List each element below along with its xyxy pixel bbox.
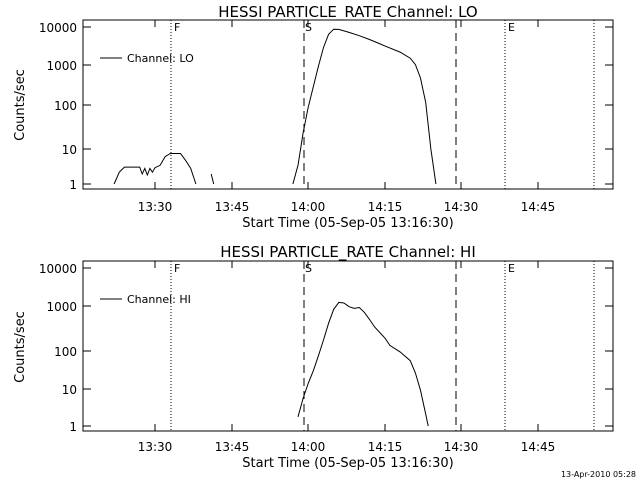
- x-tick-hi-1: 13:45: [215, 261, 250, 454]
- x-tick-label-hi-5: 14:45: [521, 440, 556, 454]
- y-tick-lo-3: 1000: [46, 59, 613, 73]
- marker-label-lo-0: F: [174, 21, 180, 34]
- marker-label-hi-0: F: [174, 262, 180, 275]
- y-tick-lo-2: 100: [54, 99, 613, 113]
- x-tick-hi-5: 14:45: [521, 261, 556, 454]
- y-tick-label-lo-1: 10: [62, 143, 77, 157]
- plot-frame-hi: [82, 260, 614, 432]
- x-tick-label-hi-1: 13:45: [215, 440, 250, 454]
- x-tick-label-lo-3: 14:15: [368, 200, 403, 214]
- series-line-lo-0-segment-0: [113, 153, 197, 185]
- y-tick-label-hi-2: 100: [54, 345, 77, 359]
- y-tick-label-lo-0: 1: [69, 178, 77, 192]
- x-tick-label-hi-4: 14:30: [444, 440, 479, 454]
- x-tick-hi-3: 14:15: [368, 261, 403, 454]
- y-ticks-hi: 1 10 100 1000 10000: [39, 262, 613, 434]
- y-tick-label-hi-3: 1000: [46, 300, 77, 314]
- chart-panel-hi: HESSI PARTICLE_RATE Channel: HI Counts/s…: [13, 243, 614, 471]
- x-axis-label-lo: Start Time (05-Sep-05 13:16:30): [242, 216, 453, 231]
- time-markers-lo: F S E: [170, 20, 595, 189]
- x-tick-lo-4: 14:30: [444, 20, 479, 214]
- marker-e-hi: E: [504, 261, 515, 431]
- y-tick-label-lo-3: 1000: [46, 59, 77, 73]
- marker-label-lo-1: S: [305, 21, 312, 34]
- y-tick-label-lo-4: 10000: [39, 21, 77, 35]
- y-tick-hi-0: 1: [69, 420, 613, 434]
- y-tick-label-hi-0: 1: [69, 420, 77, 434]
- y-tick-lo-4: 10000: [39, 21, 613, 35]
- x-tick-label-lo-0: 13:30: [138, 200, 173, 214]
- x-tick-lo-2: 14:00: [291, 20, 326, 214]
- x-tick-label-lo-2: 14:00: [291, 200, 326, 214]
- x-tick-hi-4: 14:30: [444, 261, 479, 454]
- marker-label-lo-3: E: [508, 21, 515, 34]
- x-ticks-lo: 13:30 13:45 14:00 14:15 14:30: [138, 20, 556, 214]
- marker-s-hi: S: [303, 261, 312, 431]
- x-tick-label-hi-0: 13:30: [138, 440, 173, 454]
- y-tick-lo-0: 1: [69, 178, 613, 192]
- marker-f-lo: F: [170, 20, 180, 189]
- marker-label-hi-3: E: [508, 262, 515, 275]
- y-tick-hi-3: 1000: [46, 300, 613, 314]
- x-tick-lo-5: 14:45: [521, 20, 556, 214]
- series-line-hi-0-segment-0: [297, 301, 429, 427]
- y-tick-hi-4: 10000: [39, 262, 613, 276]
- chart-title-hi: HESSI PARTICLE_RATE Channel: HI: [220, 243, 476, 262]
- plot-frame-lo: [82, 19, 614, 190]
- y-tick-label-hi-4: 10000: [39, 262, 77, 276]
- series-line-lo-0-segment-1: [210, 173, 215, 185]
- time-markers-hi: F S E: [170, 261, 595, 431]
- plot-timestamp: 13-Apr-2010 05:28: [561, 470, 636, 479]
- marker-e-lo: E: [504, 20, 515, 189]
- marker-f-hi: F: [170, 261, 180, 431]
- y-tick-label-lo-2: 100: [54, 99, 77, 113]
- x-tick-hi-0: 13:30: [138, 261, 173, 454]
- x-tick-lo-1: 13:45: [215, 20, 250, 214]
- y-axis-label-hi: Counts/sec: [13, 311, 28, 383]
- series-lo: [113, 28, 437, 185]
- y-axis-label-lo: Counts/sec: [13, 69, 28, 141]
- series-line-lo-0-segment-2: [292, 28, 437, 185]
- x-tick-lo-0: 13:30: [138, 20, 173, 214]
- x-tick-label-lo-1: 13:45: [215, 200, 250, 214]
- legend-lo: Channel: LO: [100, 52, 194, 65]
- y-ticks-lo: 1 10 100 1000 10000: [39, 21, 613, 192]
- x-tick-label-lo-5: 14:45: [521, 200, 556, 214]
- y-tick-label-hi-1: 10: [62, 383, 77, 397]
- x-tick-hi-2: 14:00: [291, 261, 326, 454]
- x-tick-lo-3: 14:15: [368, 20, 403, 214]
- x-tick-label-hi-2: 14:00: [291, 440, 326, 454]
- legend-entry-lo: Channel: LO: [127, 52, 194, 65]
- legend-entry-hi: Channel: HI: [127, 293, 191, 306]
- x-tick-label-lo-4: 14:30: [444, 200, 479, 214]
- x-axis-label-hi: Start Time (05-Sep-05 13:16:30): [242, 456, 453, 471]
- y-tick-hi-1: 10: [62, 383, 613, 397]
- y-tick-hi-2: 100: [54, 345, 613, 359]
- marker-label-hi-1: S: [305, 262, 312, 275]
- x-tick-label-hi-3: 14:15: [368, 440, 403, 454]
- x-ticks-hi: 13:30 13:45 14:00 14:15 14:30: [138, 261, 556, 454]
- series-hi: [297, 301, 429, 427]
- legend-hi: Channel: HI: [100, 293, 191, 306]
- chart-panel-lo: HESSI PARTICLE_RATE Channel: LO Counts/s…: [13, 3, 614, 231]
- chart-title-lo: HESSI PARTICLE_RATE Channel: LO: [218, 3, 477, 22]
- marker-s-lo: S: [303, 20, 312, 189]
- y-tick-lo-1: 10: [62, 143, 613, 157]
